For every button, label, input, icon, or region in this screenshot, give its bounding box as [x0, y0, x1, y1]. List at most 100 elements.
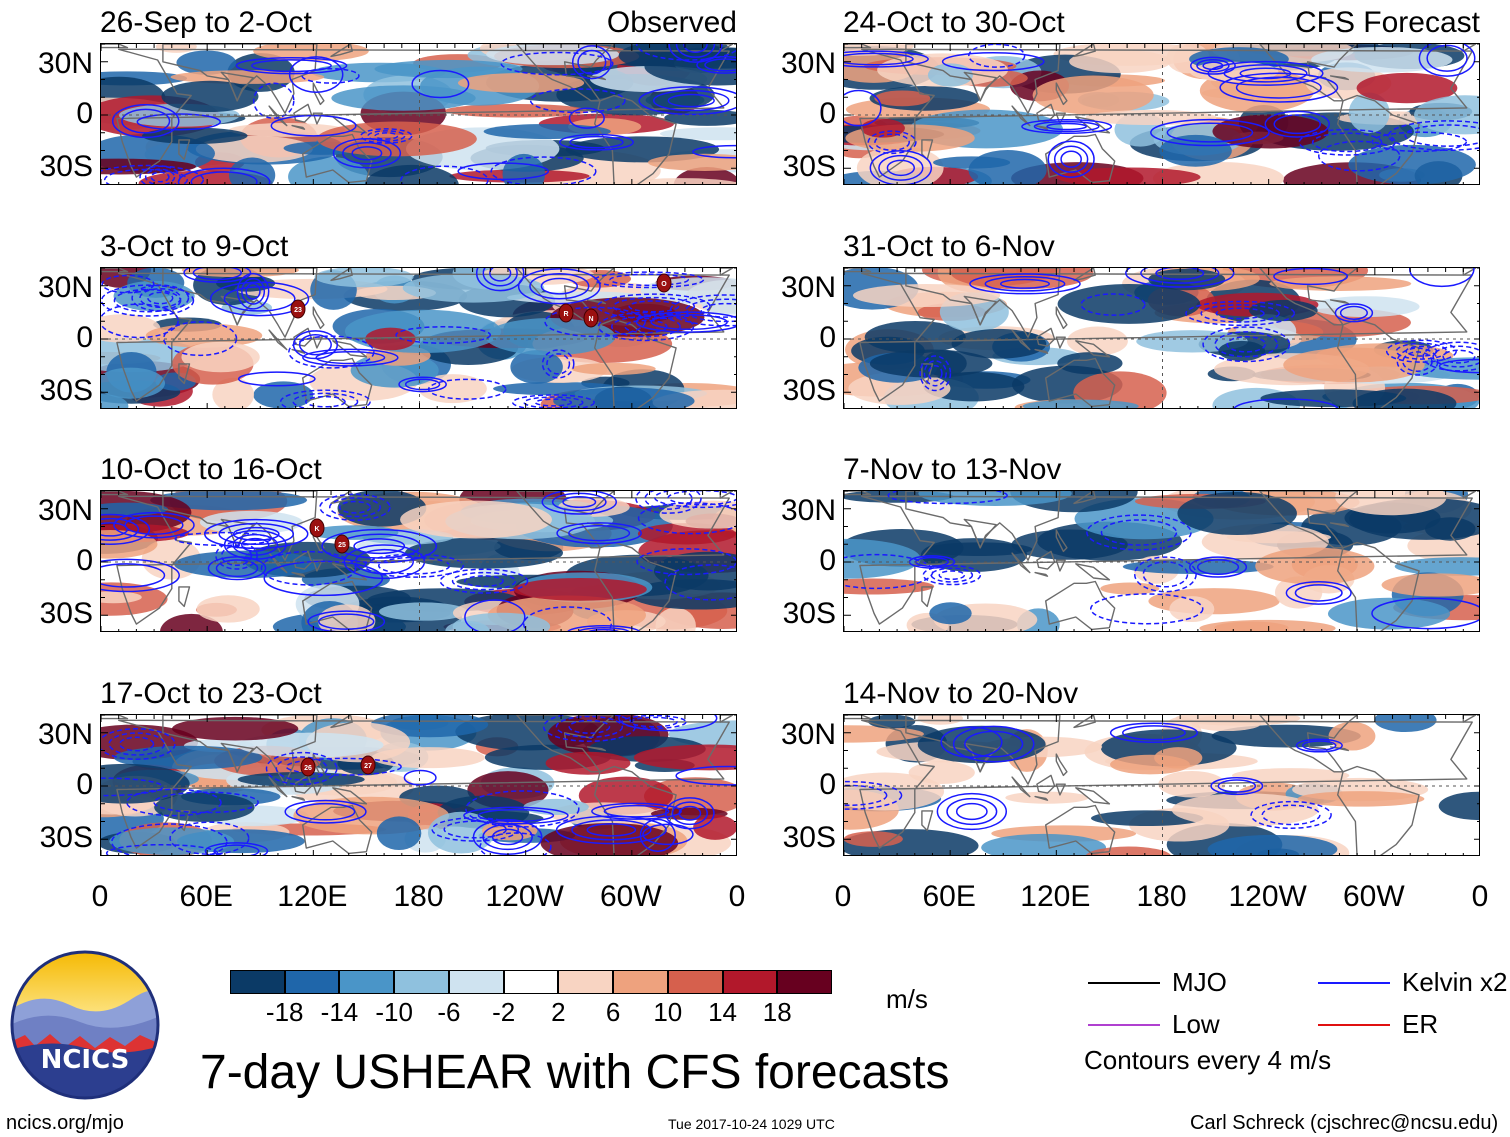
legend-line [1088, 982, 1160, 984]
storm-marker: O [656, 273, 672, 293]
lat-label: 0 [819, 97, 836, 130]
shear-field [844, 715, 1479, 855]
panel-title: 26-Sep to 2-Oct [100, 6, 312, 39]
shear-field: 23 R N O [101, 268, 736, 408]
panel-title: 14-Nov to 20-Nov [843, 677, 1079, 710]
storm-label: N [588, 316, 593, 323]
lat-label: 30N [780, 47, 836, 80]
colorbar [230, 970, 832, 994]
lon-label: 60W [1342, 880, 1405, 913]
legend-line [1318, 982, 1390, 984]
lat-label: 30S [782, 374, 836, 407]
shear-field [844, 268, 1479, 408]
storm-marker: 23 [290, 299, 306, 319]
storm-label: K [314, 526, 319, 533]
figure-title: 7-day USHEAR with CFS forecasts [200, 1046, 950, 1099]
panel-title: 31-Oct to 6-Nov [843, 230, 1055, 263]
lat-label: 30S [39, 821, 93, 854]
contour-note: Contours every 4 m/s [1084, 1045, 1332, 1075]
lat-label: 0 [76, 544, 93, 577]
colorbar-swatch [667, 970, 723, 994]
storm-marker: 25 [334, 534, 350, 554]
colorbar-swatch [777, 970, 832, 994]
legend-label: MJO [1172, 967, 1227, 997]
colorbar-swatch [284, 970, 340, 994]
lat-label: 0 [819, 768, 836, 801]
lon-label: 0 [1471, 880, 1489, 913]
lat-label: 30S [782, 150, 836, 183]
map-panel: 26 27 [100, 714, 737, 856]
colorbar-swatch [503, 970, 559, 994]
ncics-logo: NCICS [10, 950, 160, 1100]
colorbar-tick-label: 2 [551, 997, 566, 1027]
colorbar-tick-label: 14 [708, 997, 737, 1027]
legend-line [1318, 1024, 1390, 1026]
shear-field: K 25 [101, 491, 736, 631]
shear-field [844, 44, 1479, 184]
map-panel [843, 267, 1480, 409]
lon-label: 60E [922, 880, 976, 913]
storm-label: 26 [304, 765, 312, 772]
lon-label: 180 [393, 880, 444, 913]
colorbar-swatch [230, 970, 285, 994]
colorbar-tick-label: 10 [653, 997, 683, 1027]
lat-label: 30N [37, 47, 93, 80]
lat-label: 30N [37, 718, 93, 751]
panel-title: 10-Oct to 16-Oct [100, 453, 322, 486]
legend: MJO Kelvin x2 Low ER Contours every 4 m/s [1080, 965, 1510, 1075]
panel-title: 7-Nov to 13-Nov [843, 453, 1062, 486]
map-panel [843, 490, 1480, 632]
lat-label: 30S [782, 597, 836, 630]
panel-title: 17-Oct to 23-Oct [100, 677, 322, 710]
map-panel: K 25 [100, 490, 737, 632]
colorbar-swatch [613, 970, 668, 994]
panel-title: 24-Oct to 30-Oct [843, 6, 1065, 39]
lon-label: 60E [179, 880, 233, 913]
footer-credit: Carl Schreck (cjschrec@ncsu.edu) [1190, 1112, 1499, 1134]
colorbar-tick-label: -14 [320, 997, 359, 1027]
colorbar-tick-label: -18 [265, 997, 304, 1027]
logo-text: NCICS [40, 1045, 130, 1075]
lat-label: 30S [39, 150, 93, 183]
colorbar-tick-label: -10 [375, 997, 413, 1027]
colorbar-units: m/s [886, 984, 928, 1014]
colorbar-labels: -18 -14 -10 -6 -2 2 6 10 14 18 [230, 999, 832, 1029]
storm-marker: 26 [300, 757, 316, 777]
storm-marker: N [583, 308, 599, 328]
lon-label: 120E [1020, 880, 1091, 913]
legend-line [1088, 1024, 1160, 1026]
colorbar-tick-label: 18 [762, 997, 792, 1027]
lat-label: 0 [76, 97, 93, 130]
map-panel: 23 R N O [100, 267, 737, 409]
panel-title: 3-Oct to 9-Oct [100, 230, 289, 263]
map-panel [843, 714, 1480, 856]
colorbar-swatch [394, 970, 449, 994]
map-panel [100, 43, 737, 185]
colorbar-tick-label: 6 [605, 997, 621, 1027]
forecast-header: CFS Forecast [1294, 6, 1480, 39]
shear-field: 26 27 [101, 715, 736, 855]
lat-label: 0 [819, 321, 836, 354]
observed-header: Observed [606, 6, 737, 39]
map-panel [843, 43, 1480, 185]
storm-label: R [563, 311, 568, 318]
legend-label: ER [1402, 1009, 1439, 1039]
lat-label: 30N [37, 494, 93, 527]
lat-label: 30S [782, 821, 836, 854]
colorbar-tick-label: -6 [437, 997, 461, 1027]
lon-label: 60W [599, 880, 662, 913]
lon-label: 180 [1136, 880, 1187, 913]
colorbar-swatch [558, 970, 614, 994]
shear-field [844, 491, 1479, 631]
lon-label: 120E [277, 880, 348, 913]
legend-label: Kelvin x2 [1402, 967, 1508, 997]
lat-label: 30N [780, 494, 836, 527]
legend-label: Low [1172, 1009, 1220, 1039]
storm-marker: K [309, 518, 325, 538]
lat-label: 30S [39, 374, 93, 407]
lat-label: 30S [39, 597, 93, 630]
storm-label: 25 [338, 542, 346, 549]
storm-label: O [661, 281, 667, 288]
lat-label: 0 [819, 544, 836, 577]
lon-label: 0 [91, 880, 109, 913]
